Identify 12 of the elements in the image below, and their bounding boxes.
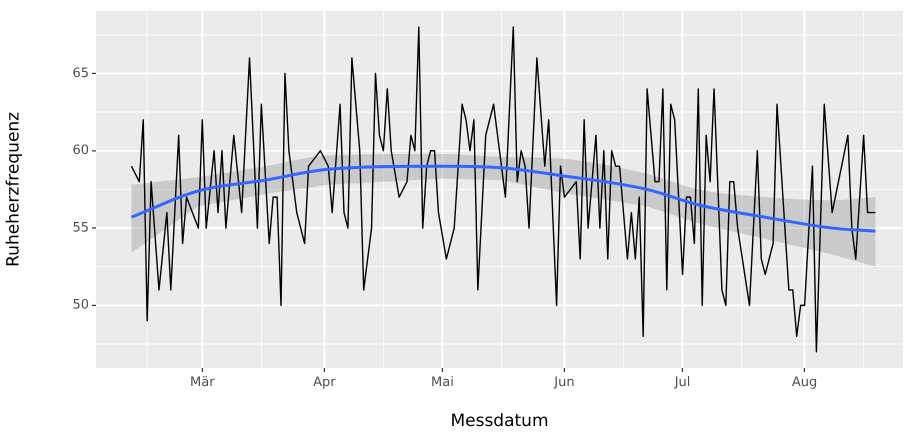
y-tick-label: 50 <box>72 298 89 313</box>
x-tick-label: Aug <box>792 375 818 390</box>
x-axis-title: Messdatum <box>450 411 549 432</box>
y-tick-label: 65 <box>72 66 89 81</box>
x-tick-label: Mai <box>431 375 454 390</box>
y-tick-label: 55 <box>72 220 89 236</box>
y-axis-title: Ruheherzfrequenz <box>4 112 24 267</box>
x-tick-label: Mär <box>190 375 216 390</box>
x-tick-label: Jul <box>674 375 690 390</box>
x-tick-label: Apr <box>313 375 336 390</box>
x-tick-label: Jun <box>553 375 575 390</box>
y-tick-label: 60 <box>72 143 89 158</box>
